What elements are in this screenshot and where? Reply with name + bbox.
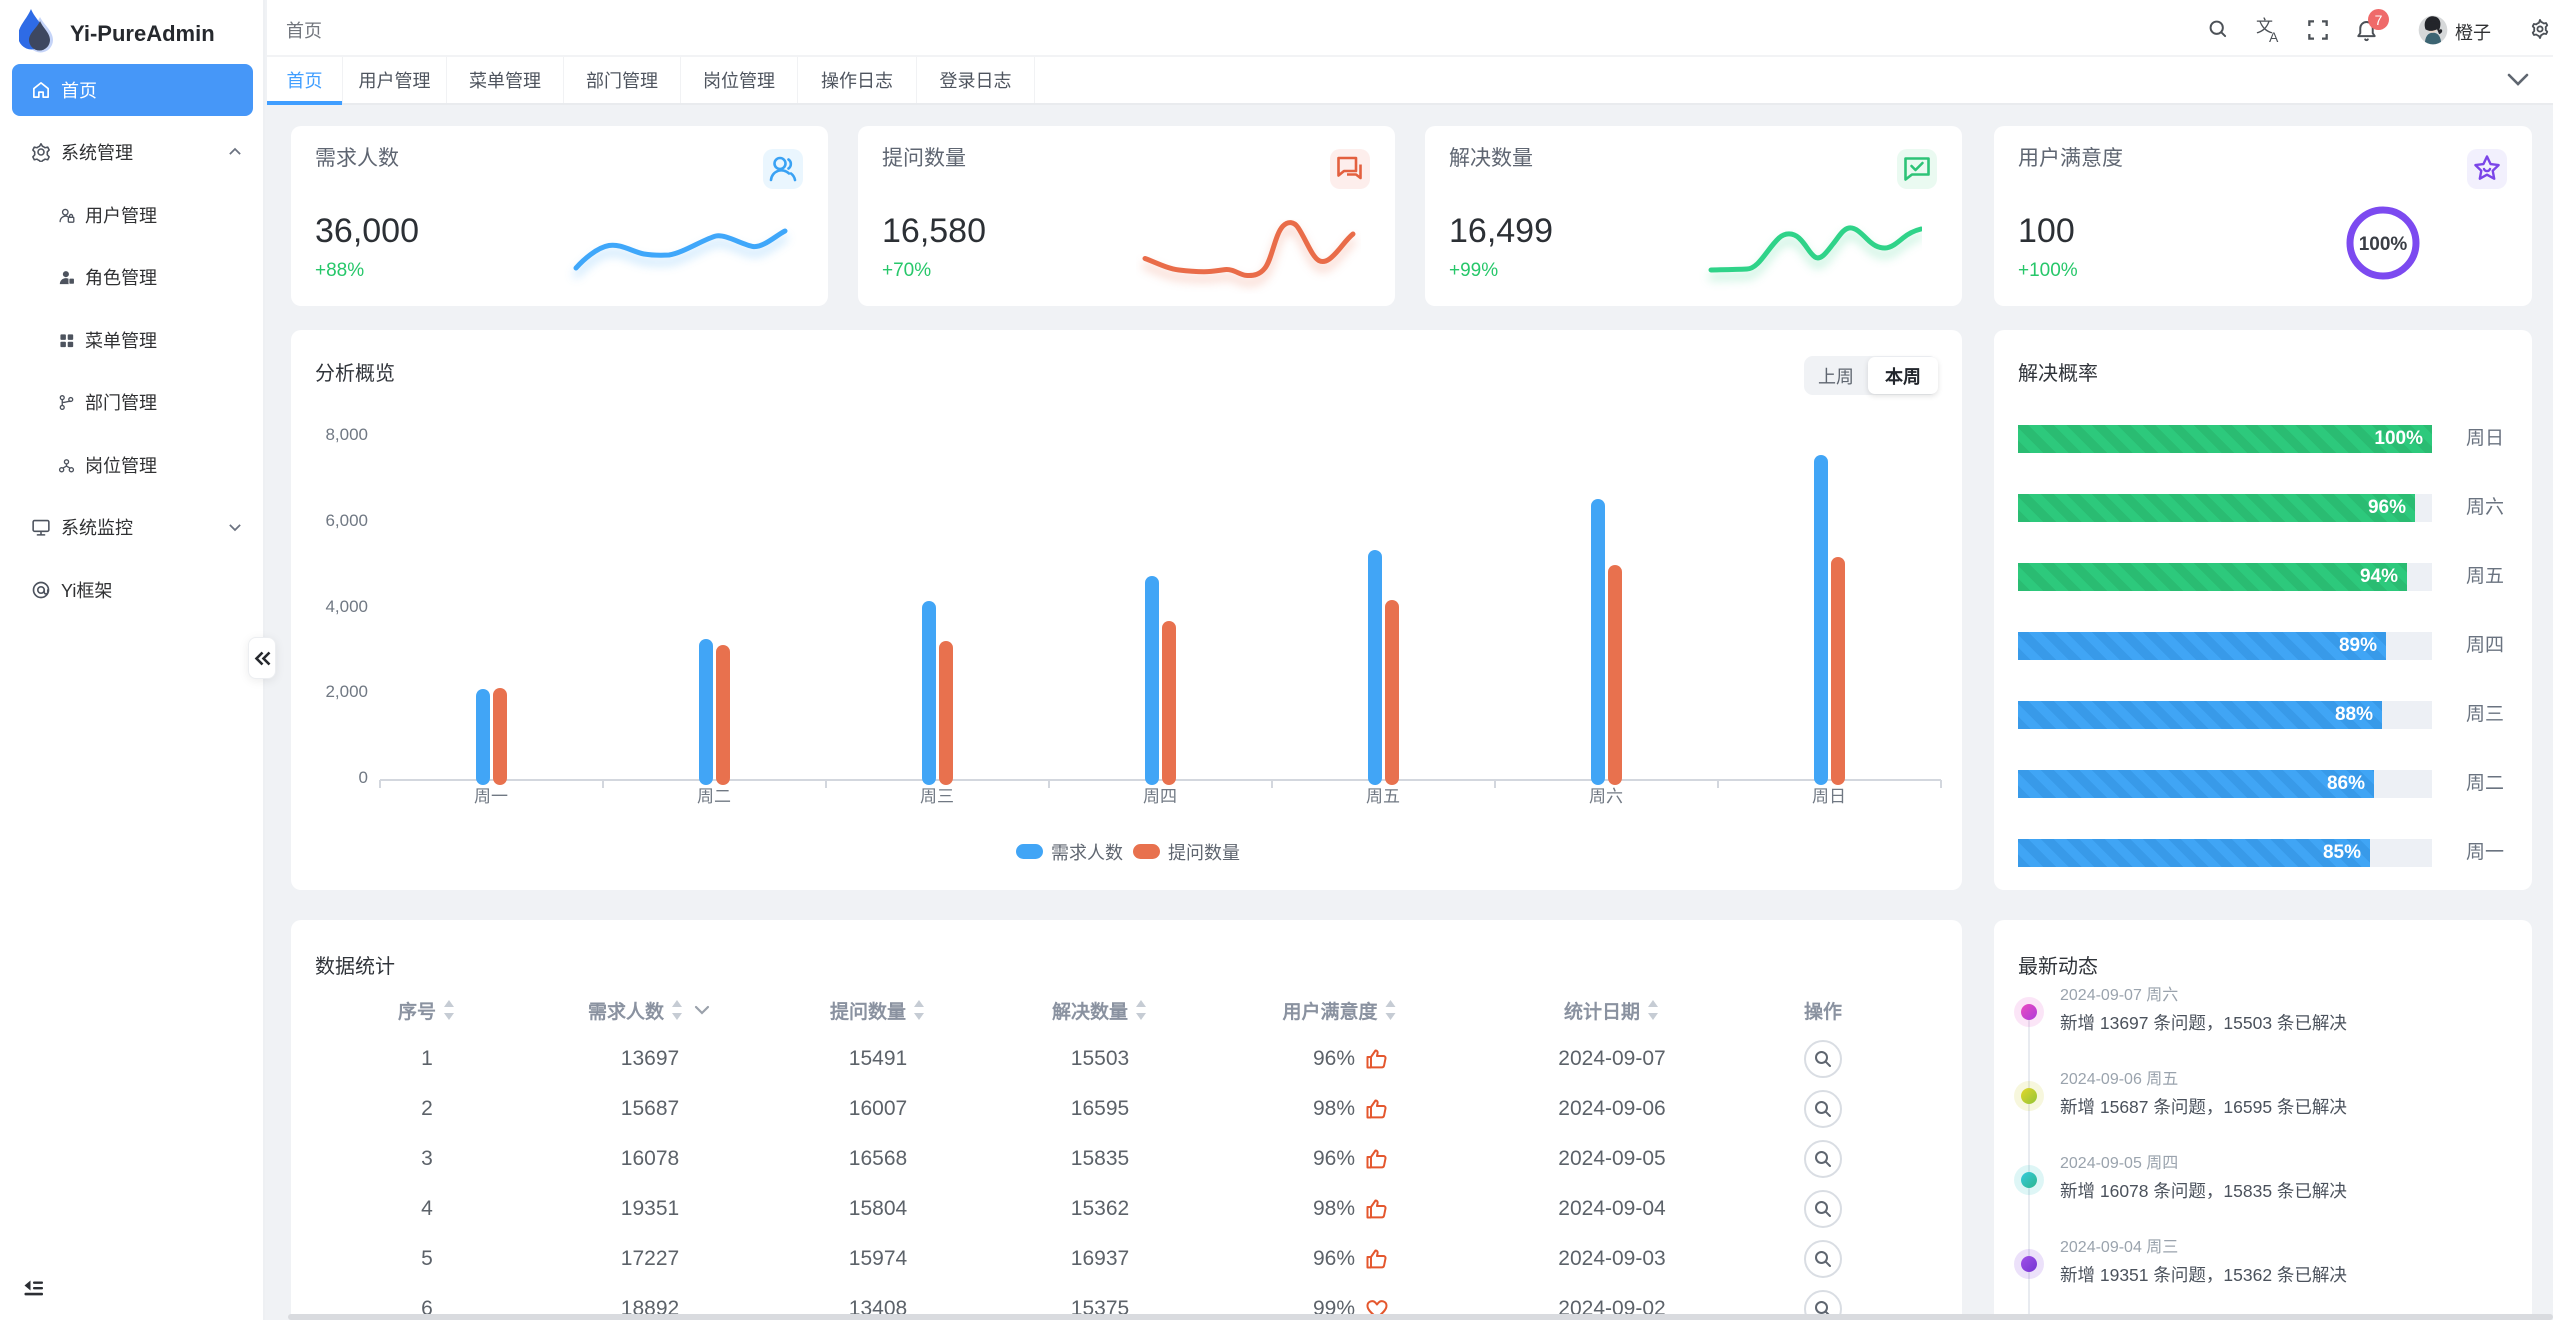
- svg-text:0: 0: [359, 768, 368, 787]
- svg-text:周六: 周六: [1589, 787, 1623, 806]
- svg-text:周五: 周五: [1366, 787, 1400, 806]
- svg-text:周四: 周四: [1143, 787, 1177, 806]
- svg-text:需求人数: 需求人数: [1051, 843, 1123, 863]
- svg-text:2,000: 2,000: [325, 682, 368, 701]
- svg-text:文: 文: [2256, 17, 2273, 36]
- svg-text:周二: 周二: [697, 787, 731, 806]
- svg-text:周一: 周一: [474, 787, 508, 806]
- svg-text:周三: 周三: [920, 787, 954, 806]
- svg-text:周日: 周日: [1812, 787, 1846, 806]
- svg-text:8,000: 8,000: [325, 425, 368, 444]
- svg-text:4,000: 4,000: [325, 597, 368, 616]
- svg-text:提问数量: 提问数量: [1168, 843, 1240, 863]
- svg-text:6,000: 6,000: [325, 511, 368, 530]
- svg-text:A: A: [2269, 29, 2279, 43]
- svg-text:100%: 100%: [2359, 234, 2408, 255]
